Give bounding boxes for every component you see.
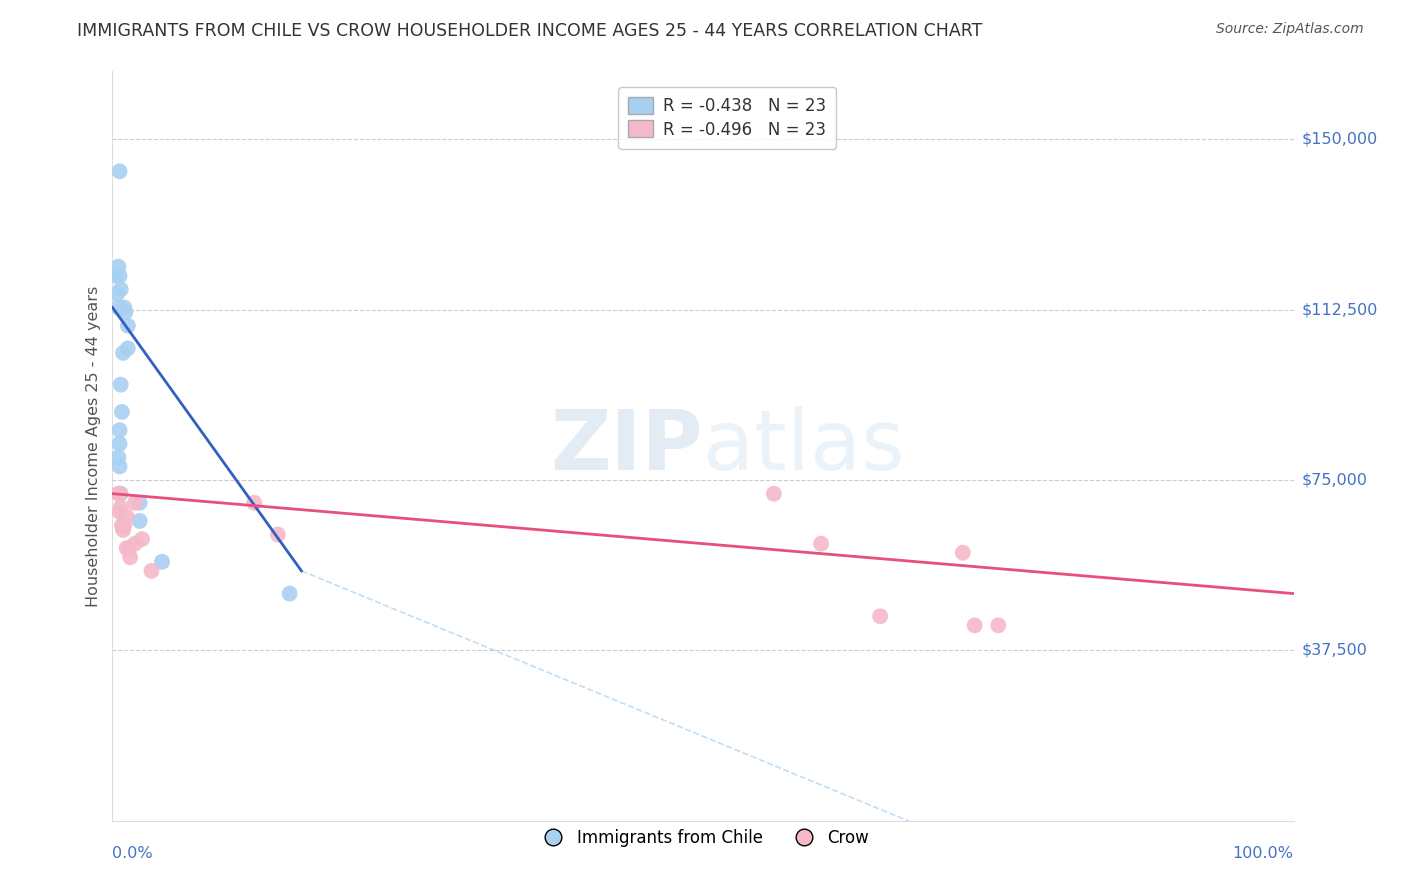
Point: [112, 301, 135, 315]
Point: [278, 586, 301, 600]
Point: [112, 346, 135, 360]
Y-axis label: Householder Income Ages 25 - 44 years: Householder Income Ages 25 - 44 years: [86, 285, 101, 607]
Point: [117, 342, 139, 356]
Point: [108, 423, 131, 437]
Point: [107, 260, 129, 274]
Point: [117, 318, 139, 333]
Point: [110, 486, 132, 500]
Point: [107, 301, 129, 315]
Point: [108, 436, 131, 450]
Point: [243, 496, 266, 510]
Text: $112,500: $112,500: [1302, 302, 1378, 318]
Point: [115, 509, 138, 524]
Text: $75,000: $75,000: [1302, 473, 1368, 488]
Point: [105, 268, 128, 283]
Point: [108, 268, 131, 283]
Text: Source: ZipAtlas.com: Source: ZipAtlas.com: [1216, 22, 1364, 37]
Text: $37,500: $37,500: [1302, 643, 1368, 657]
Text: 0.0%: 0.0%: [112, 846, 153, 861]
Point: [869, 609, 891, 624]
Point: [110, 377, 132, 392]
Point: [111, 518, 134, 533]
Point: [110, 282, 132, 296]
Text: IMMIGRANTS FROM CHILE VS CROW HOUSEHOLDER INCOME AGES 25 - 44 YEARS CORRELATION : IMMIGRANTS FROM CHILE VS CROW HOUSEHOLDE…: [77, 22, 983, 40]
Point: [112, 523, 135, 537]
Point: [107, 450, 129, 465]
Point: [128, 514, 150, 528]
Text: 100.0%: 100.0%: [1233, 846, 1294, 861]
Point: [107, 486, 129, 500]
Point: [108, 486, 131, 500]
Point: [114, 305, 136, 319]
Legend: Immigrants from Chile, Crow: Immigrants from Chile, Crow: [530, 822, 876, 854]
Point: [267, 527, 290, 541]
Point: [128, 496, 150, 510]
Point: [987, 618, 1010, 632]
Text: ZIP: ZIP: [551, 406, 703, 486]
Point: [108, 459, 131, 474]
Point: [124, 496, 146, 510]
Point: [141, 564, 163, 578]
Point: [112, 518, 135, 533]
Text: atlas: atlas: [703, 406, 904, 486]
Point: [963, 618, 986, 632]
Point: [124, 536, 146, 550]
Point: [108, 164, 131, 178]
Point: [110, 500, 132, 515]
Point: [150, 555, 173, 569]
Point: [108, 505, 131, 519]
Point: [120, 550, 142, 565]
Point: [118, 541, 141, 556]
Text: $150,000: $150,000: [1302, 132, 1378, 147]
Point: [115, 541, 138, 556]
Point: [105, 286, 128, 301]
Point: [111, 405, 134, 419]
Point: [762, 486, 785, 500]
Point: [131, 532, 153, 546]
Point: [952, 546, 974, 560]
Point: [810, 536, 832, 550]
